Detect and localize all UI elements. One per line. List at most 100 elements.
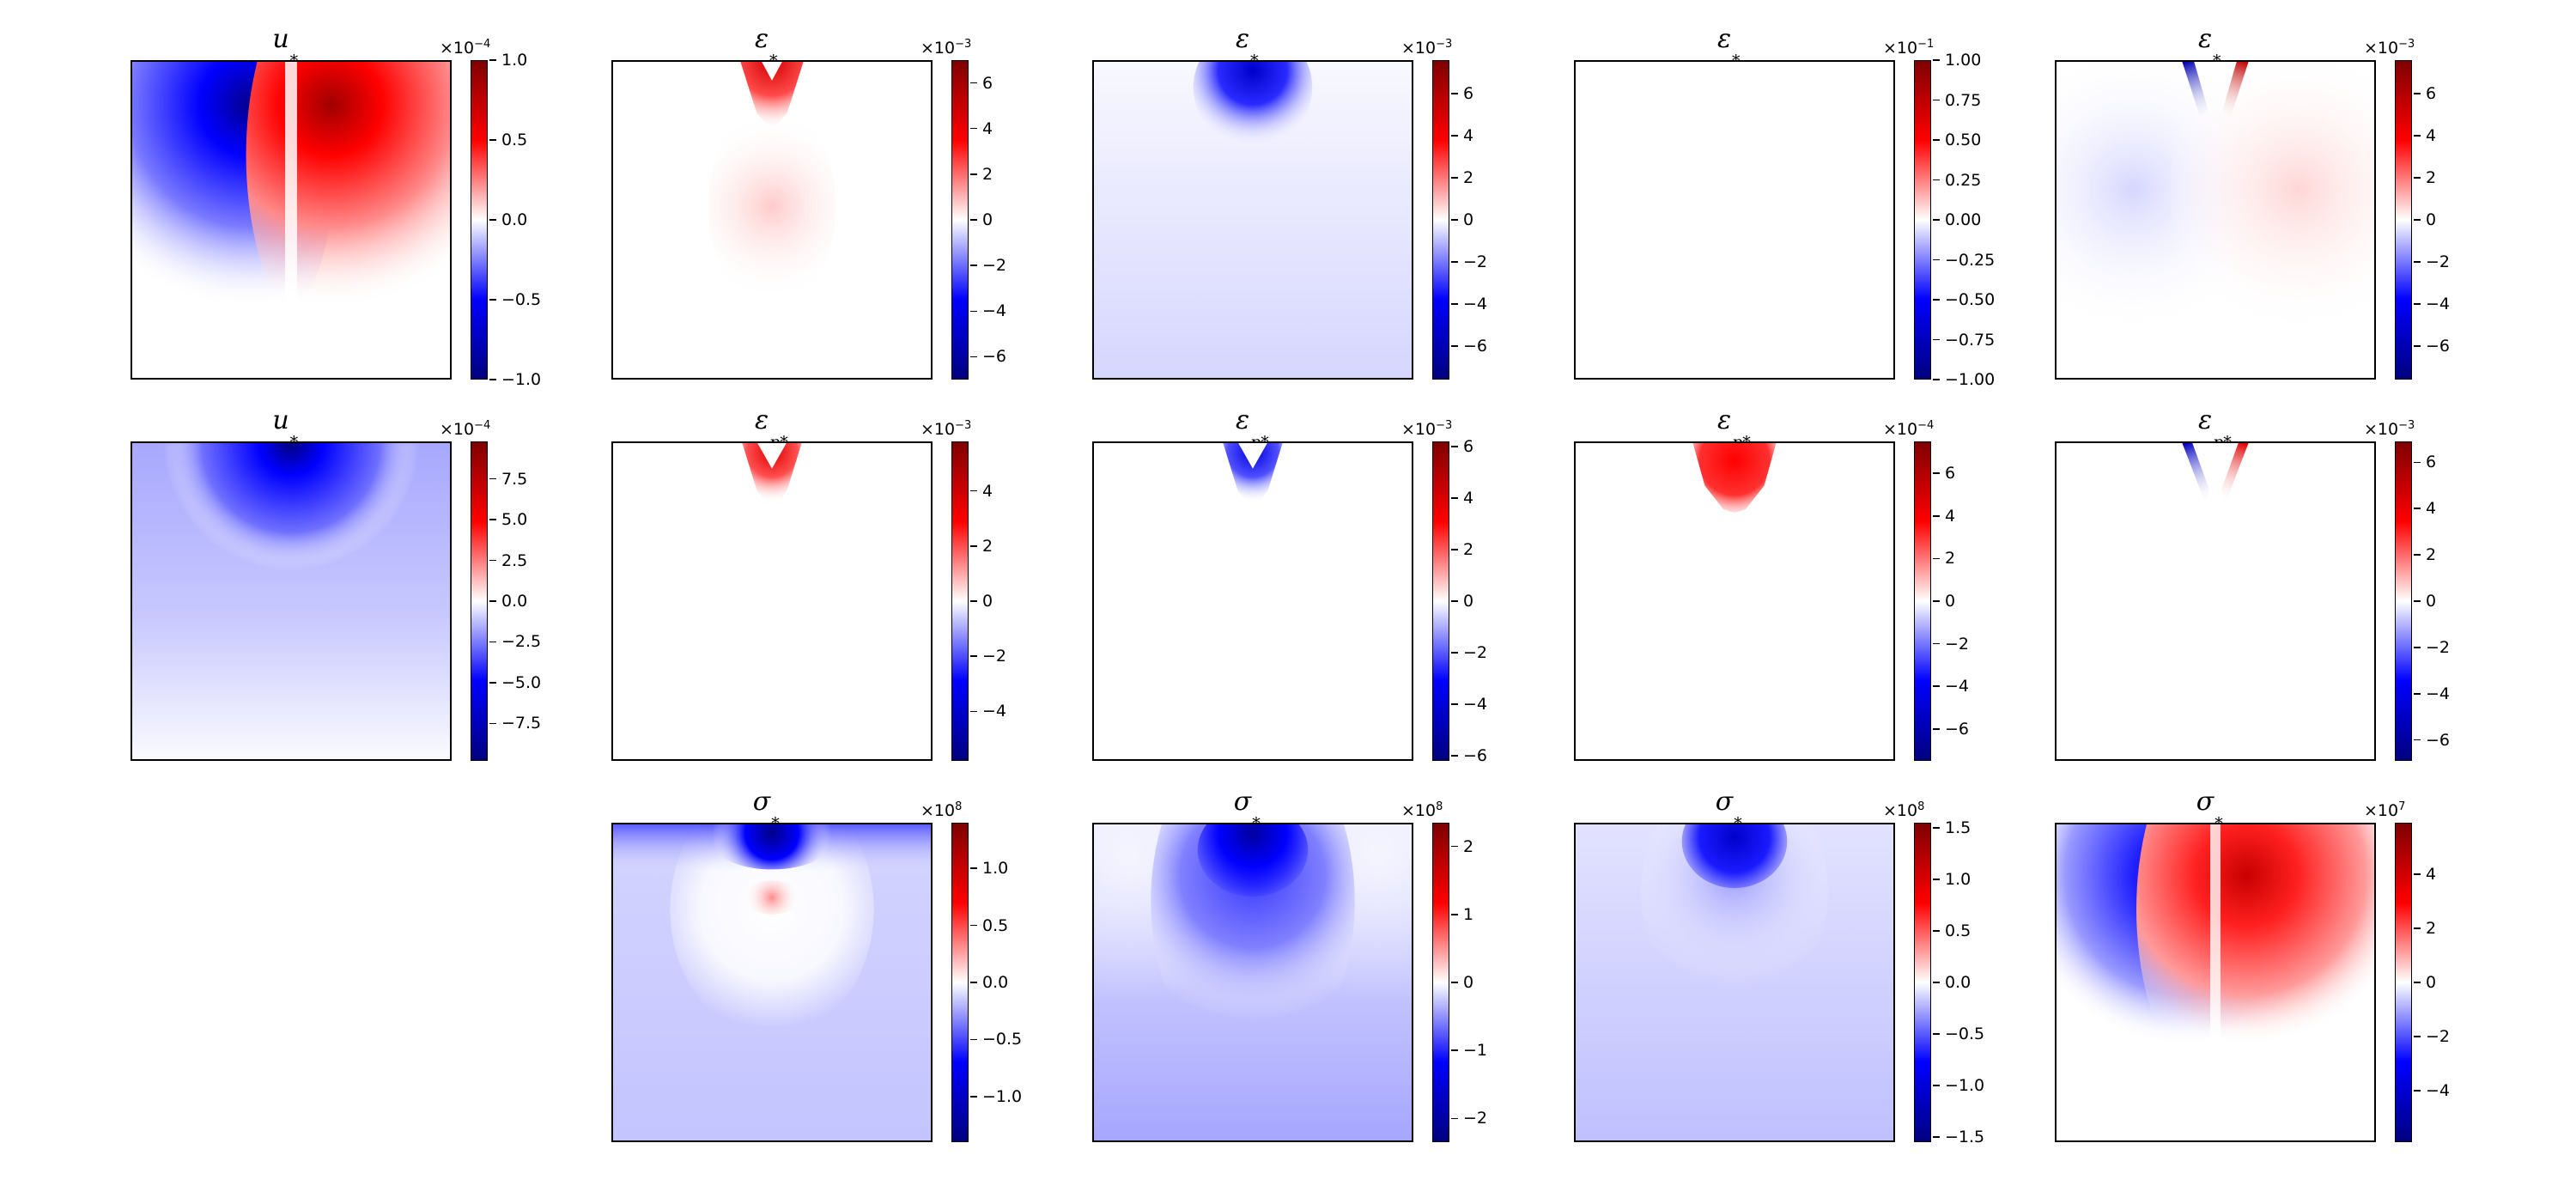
colorbar-tick	[2414, 647, 2421, 648]
subplot-title: εp*zz	[1574, 404, 1895, 467]
multiplier-base: ×10	[2364, 39, 2399, 58]
colorbar-multiplier: ×10−3	[1401, 419, 1452, 439]
colorbar-tick	[1451, 345, 1458, 347]
colorbar-tick	[1451, 497, 1458, 499]
field-region	[285, 62, 297, 378]
colorbar-tick-label: −4	[982, 702, 1007, 721]
colorbar-tick	[1933, 338, 1940, 341]
colorbar-tick-label: −6	[1463, 336, 1488, 356]
colorbar-tick-label: 4	[982, 481, 993, 501]
colorbar-tick-label: 0.5	[1945, 921, 1971, 940]
colorbar-tick	[2414, 554, 2421, 556]
colorbar-tick-label: 0	[982, 210, 993, 229]
colorbar-tick	[2414, 219, 2421, 221]
subplot-title: εp*yy	[1092, 404, 1413, 467]
colorbar-tick-label: −0.5	[982, 1030, 1023, 1049]
colorbar-tick	[970, 982, 977, 983]
heatmap-field	[1092, 60, 1413, 380]
colorbar-gradient	[471, 61, 487, 379]
colorbar-tick-label: −2	[982, 647, 1007, 666]
subplot-title: ε*zz	[1574, 22, 1895, 86]
colorbar	[951, 441, 969, 761]
colorbar	[2395, 60, 2412, 380]
heatmap-field	[2055, 60, 2376, 380]
subplot-title: ε*xy	[2055, 22, 2376, 86]
title-symbol: ε	[1235, 405, 1250, 435]
colorbar-tick	[2414, 135, 2421, 137]
colorbar-tick	[489, 559, 496, 562]
heatmap-field	[1574, 823, 1895, 1142]
colorbar-tick-label: 6	[2426, 453, 2437, 472]
colorbar-tick-label: 2	[2426, 168, 2437, 188]
colorbar-tick	[2414, 261, 2421, 263]
heatmap-svg	[2057, 62, 2374, 360]
colorbar-tick-label: 1.5	[1945, 818, 1971, 837]
heatmap-field	[1092, 823, 1413, 1142]
colorbar-tick-label: −6	[982, 347, 1007, 367]
heatmap-svg	[1576, 824, 1893, 1140]
colorbar	[951, 60, 969, 380]
colorbar-tick-label: 2	[1945, 549, 1956, 569]
field-region	[1223, 443, 1283, 512]
colorbar-tick-label: 4	[2426, 126, 2437, 146]
field-region	[146, 443, 436, 588]
colorbar-tick-label: −0.50	[1945, 290, 1996, 309]
title-symbol: ε	[2197, 405, 2213, 435]
colorbar-tick	[1451, 219, 1458, 221]
colorbar-tick	[1933, 982, 1940, 983]
colorbar-tick	[2414, 739, 2421, 741]
heatmap-svg	[1223, 443, 1283, 512]
heatmap-svg	[1692, 443, 1777, 514]
colorbar-tick-label: −0.25	[1945, 250, 1996, 270]
colorbar-tick-label: 0	[1463, 210, 1474, 229]
colorbar	[1432, 60, 1449, 380]
colorbar-tick	[1451, 600, 1458, 602]
colorbar-tick-label: −2.5	[501, 632, 542, 652]
colorbar-tick-label: 0.25	[1945, 170, 1982, 190]
colorbar-tick	[489, 219, 496, 221]
field-region	[708, 104, 836, 308]
colorbar-tick-label: 0	[1463, 973, 1474, 992]
multiplier-exponent: −3	[1436, 419, 1453, 432]
multiplier-exponent: −3	[955, 419, 972, 432]
colorbar-tick	[489, 139, 496, 141]
field-region	[2182, 443, 2210, 503]
colorbar-gradient	[2396, 442, 2411, 760]
colorbar-tick	[1933, 557, 1940, 560]
multiplier-base: ×10	[920, 801, 956, 820]
colorbar-tick-label: −0.5	[1945, 1025, 1985, 1043]
colorbar-tick-label: 6	[982, 73, 993, 93]
colorbar	[951, 823, 969, 1142]
title-symbol: ε	[754, 24, 769, 54]
colorbar-tick-label: −4	[1463, 695, 1488, 714]
colorbar-tick-label: −4	[1945, 677, 1970, 696]
colorbar-tick	[1933, 179, 1940, 181]
subplot-title: εp*xx	[611, 404, 933, 467]
colorbar-tick	[1933, 379, 1940, 380]
colorbar-tick-label: 2	[982, 536, 993, 556]
colorbar-tick	[1933, 1033, 1940, 1035]
colorbar-gradient	[1915, 61, 1930, 379]
colorbar-tick-label: 6	[1945, 464, 1956, 483]
title-symbol: ε	[1716, 24, 1732, 54]
colorbar-multiplier: ×10−1	[1883, 38, 1934, 58]
colorbar-tick	[1451, 177, 1458, 179]
multiplier-exponent: −4	[474, 38, 491, 51]
colorbar-tick	[1933, 515, 1940, 517]
heatmap-svg	[132, 62, 450, 378]
colorbar-tick	[970, 655, 977, 657]
colorbar-tick	[970, 867, 977, 869]
heatmap-svg	[2057, 824, 2374, 1140]
field-region	[2182, 62, 2208, 120]
colorbar-tick	[2414, 873, 2421, 875]
subplot-title: σ*xy	[2055, 785, 2376, 848]
heatmap-svg	[708, 62, 836, 308]
colorbar-tick	[1451, 755, 1458, 757]
heatmap-field	[2055, 823, 2376, 1142]
title-symbol: σ	[1233, 787, 1252, 817]
colorbar-tick	[1933, 1085, 1940, 1086]
colorbar-tick-label: −4	[2426, 294, 2451, 313]
colorbar-tick	[1933, 600, 1940, 602]
colorbar-tick-label: 2	[1463, 836, 1474, 856]
colorbar-gradient	[2396, 61, 2411, 379]
